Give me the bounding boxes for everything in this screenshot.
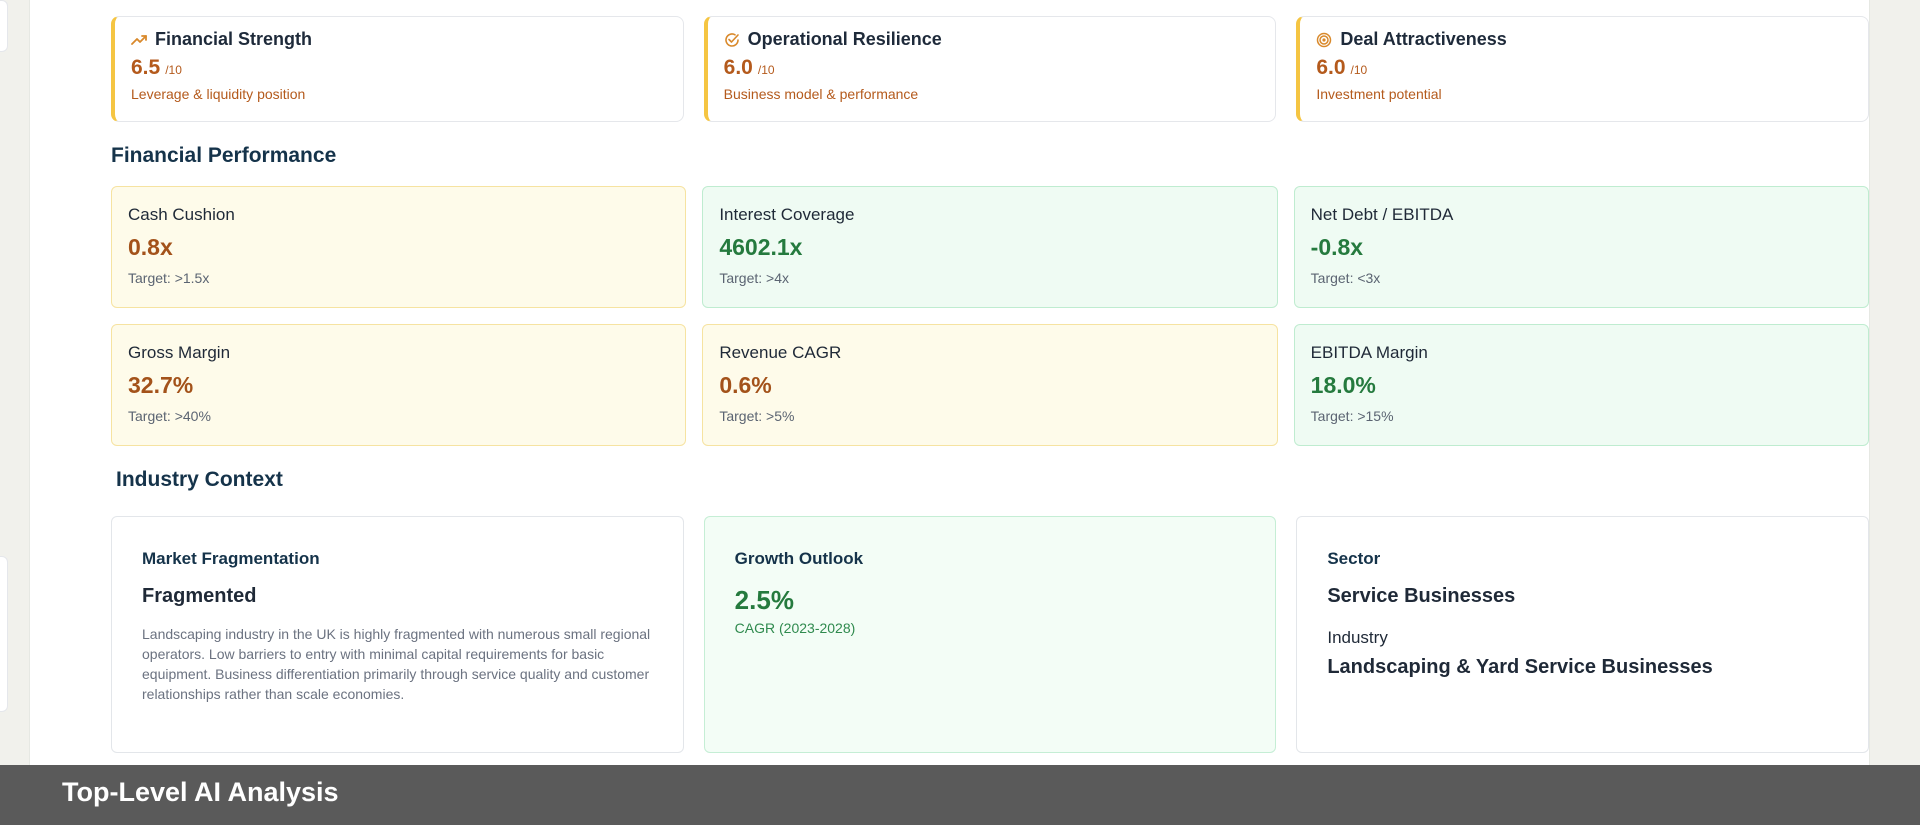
ctx-title: Sector [1327,549,1381,568]
financial-performance-heading: Financial Performance [111,144,337,167]
metric-card-cash-cushion: Cash Cushion 0.8x Target: >1.5x [111,186,687,308]
score-description: Investment potential [1316,86,1442,102]
ctx-value: Service Businesses [1327,585,1516,607]
score-title: Financial Strength [155,29,313,49]
metric-label: Gross Margin [128,343,231,362]
check-circle-icon [724,32,740,48]
industry-label: Industry [1327,628,1388,647]
metric-value: 32.7% [128,372,194,398]
score-max: /10 [1350,63,1368,77]
growth-outlook-card: Growth Outlook 2.5% CAGR (2023-2028) [703,516,1277,753]
target-icon [1316,32,1332,48]
score-card-financial-strength: Financial Strength 6.5 /10 Leverage & li… [111,16,684,122]
score-max: /10 [165,63,182,77]
score-description: Business model & performance [723,86,919,102]
bottom-title-bar: Top-Level AI Analysis [0,765,1920,825]
score-card-deal-attractiveness: Deal Attractiveness 6.0 /10 Investment p… [1296,16,1870,122]
industry-context-cards: Market Fragmentation Fragmented Landscap… [111,516,1870,753]
trending-up-icon [131,32,147,48]
ctx-value: 2.5% [734,585,794,615]
ctx-subtitle: CAGR (2023-2028) [734,620,856,636]
left-edge-tab [0,556,8,712]
score-description: Leverage & liquidity position [131,86,306,102]
metric-target: Target: >40% [128,408,211,424]
ctx-description: Landscaping industry in the UK is highly… [142,626,651,702]
ctx-value: Fragmented [142,585,257,607]
metric-value: 0.6% [719,372,772,398]
metric-label: Interest Coverage [719,205,855,224]
metric-target: Target: >4x [719,270,789,286]
financial-metrics-grid: Cash Cushion 0.8x Target: >1.5x Interest… [111,186,1869,446]
metric-label: Revenue CAGR [719,343,842,362]
score-value: 6.0 [1316,56,1346,79]
analysis-panel: Financial Strength 6.5 /10 Leverage & li… [29,0,1870,765]
bottom-title: Top-Level AI Analysis [62,777,339,807]
industry-value: Landscaping & Yard Service Businesses [1327,656,1713,678]
metric-target: Target: >5% [719,408,795,424]
score-title: Deal Attractiveness [1340,29,1507,49]
metric-card-ebitda-margin: EBITDA Margin 18.0% Target: >15% [1293,324,1869,446]
metric-label: EBITDA Margin [1310,343,1428,362]
metric-value: 18.0% [1310,372,1376,398]
metric-card-interest-coverage: Interest Coverage 4602.1x Target: >4x [702,186,1278,308]
industry-context-heading: Industry Context [116,468,283,491]
score-max: /10 [757,63,775,77]
market-fragmentation-card: Market Fragmentation Fragmented Landscap… [111,516,684,753]
metric-target: Target: >15% [1310,408,1394,424]
metric-value: -0.8x [1310,234,1364,260]
score-value: 6.5 [131,56,161,79]
ctx-title: Market Fragmentation [142,549,320,568]
metric-target: Target: >1.5x [128,270,210,286]
metric-card-gross-margin: Gross Margin 32.7% Target: >40% [111,324,687,446]
score-value: 6.0 [723,56,753,79]
metric-label: Net Debt / EBITDA [1310,205,1454,224]
metric-card-revenue-cagr: Revenue CAGR 0.6% Target: >5% [702,324,1278,446]
score-card-operational-resilience: Operational Resilience 6.0 /10 Business … [703,16,1277,122]
metric-card-net-debt-ebitda: Net Debt / EBITDA -0.8x Target: <3x [1293,186,1869,308]
metric-value: 4602.1x [719,234,803,260]
metric-label: Cash Cushion [128,205,235,224]
metric-target: Target: <3x [1310,270,1381,286]
ctx-title: Growth Outlook [734,549,864,568]
left-edge-tab [0,0,8,52]
sector-card: Sector Service Businesses Industry Lands… [1296,516,1870,753]
score-title: Operational Resilience [747,29,942,49]
metric-value: 0.8x [128,234,173,260]
score-cards: Financial Strength 6.5 /10 Leverage & li… [111,16,1870,122]
